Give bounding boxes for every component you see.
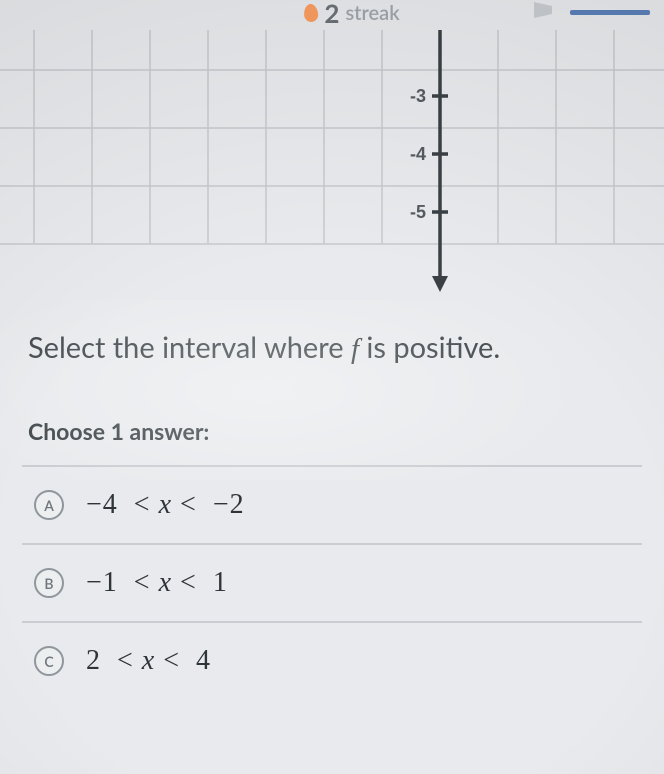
option-bubble: B [34, 568, 64, 598]
tab-underline [570, 10, 650, 15]
tick-label: -4 [410, 144, 426, 164]
flame-icon [304, 3, 320, 22]
top-bar: 2 streak [0, 0, 664, 30]
option-b[interactable]: B −1 < x < 1 [22, 543, 642, 621]
glare-overlay [0, 300, 664, 480]
expr-rhs: 1 [213, 567, 228, 598]
option-bubble: C [34, 646, 64, 676]
graph-area: -3 -4 -5 [0, 30, 664, 310]
prompt-text-before: Select the interval where [28, 330, 351, 365]
option-bubble: A [34, 490, 64, 520]
expr-var: x [142, 645, 155, 676]
expr-var: x [159, 567, 172, 598]
top-bar-right [534, 2, 650, 22]
expr-lhs: −1 [86, 567, 118, 598]
expr-rhs: 4 [196, 645, 211, 676]
expr-lhs: −4 [86, 489, 118, 520]
page-root: 2 streak [0, 0, 664, 774]
option-expression: −1 < x < 1 [86, 567, 228, 599]
streak-count: 2 [324, 0, 339, 26]
question-prompt: Select the interval where f is positive. [0, 328, 664, 369]
tick-label: -3 [410, 86, 426, 106]
y-tick-labels: -3 -4 -5 [410, 86, 426, 222]
answer-options: A −4 < x < −2 B −1 < x < 1 C 2 < x < 4 [0, 465, 664, 699]
flag-icon [534, 2, 552, 22]
expr-var: x [159, 489, 172, 520]
tick-label: -5 [410, 202, 426, 222]
option-expression: 2 < x < 4 [86, 645, 211, 677]
streak-indicator: 2 streak [304, 0, 399, 26]
expr-lhs: 2 [86, 645, 101, 676]
grid-lines [0, 30, 664, 244]
streak-label: streak [345, 1, 399, 25]
prompt-text-after: is positive. [359, 330, 500, 365]
expr-rhs: −2 [213, 489, 245, 520]
prompt-f-variable: f [351, 333, 359, 365]
option-expression: −4 < x < −2 [86, 489, 245, 521]
option-c[interactable]: C 2 < x < 4 [22, 621, 642, 699]
graph-svg: -3 -4 -5 [0, 30, 664, 310]
choose-label: Choose 1 answer: [0, 417, 664, 445]
option-a[interactable]: A −4 < x < −2 [22, 465, 642, 543]
